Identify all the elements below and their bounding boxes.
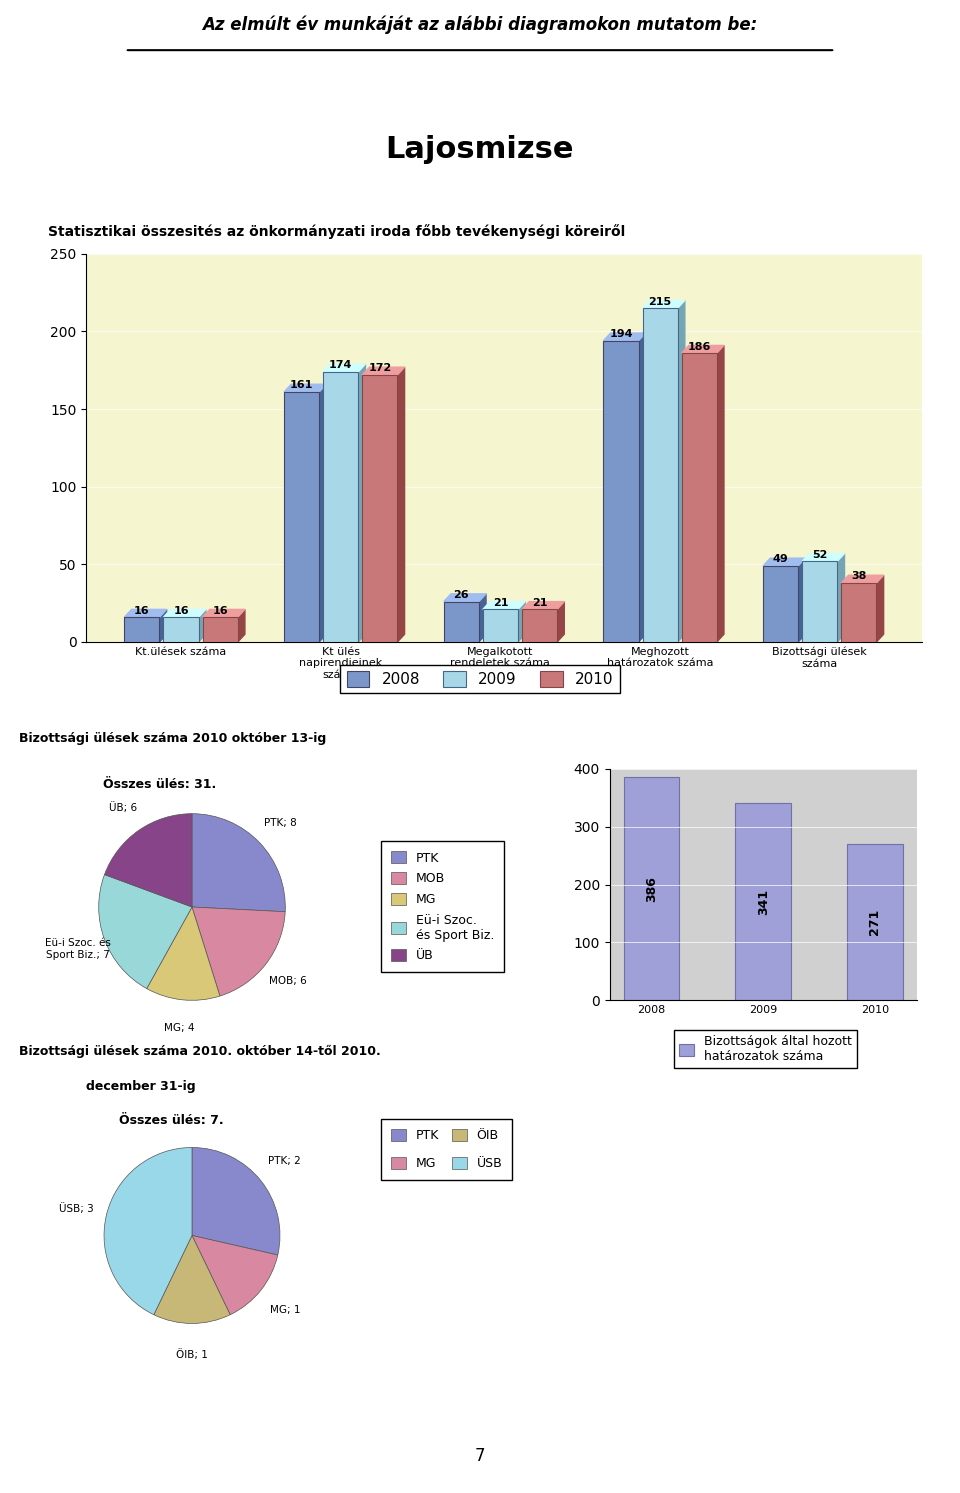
- Polygon shape: [837, 554, 845, 642]
- Text: ÜB; 6: ÜB; 6: [108, 802, 136, 812]
- Polygon shape: [324, 364, 366, 372]
- Text: 271: 271: [869, 909, 881, 935]
- Text: 186: 186: [687, 342, 711, 352]
- Wedge shape: [192, 814, 285, 912]
- Polygon shape: [717, 345, 724, 642]
- Text: 21: 21: [532, 597, 547, 608]
- Text: 16: 16: [173, 606, 189, 615]
- Text: PTK; 8: PTK; 8: [264, 818, 297, 829]
- Text: 174: 174: [329, 360, 352, 370]
- Polygon shape: [319, 384, 326, 642]
- Text: Bizottsági ülések száma 2010 október 13-ig: Bizottsági ülések száma 2010 október 13-…: [19, 732, 326, 745]
- Polygon shape: [557, 602, 564, 642]
- Polygon shape: [518, 602, 525, 642]
- Text: ÖIB; 1: ÖIB; 1: [176, 1348, 208, 1360]
- Polygon shape: [159, 609, 167, 642]
- Polygon shape: [841, 575, 883, 582]
- Polygon shape: [642, 300, 684, 308]
- Text: Lajosmizse: Lajosmizse: [386, 134, 574, 164]
- Text: Összes ülés: 31.: Összes ülés: 31.: [103, 778, 216, 791]
- Bar: [847, 844, 902, 1000]
- Bar: [362, 375, 397, 642]
- Legend: Bizottságok által hozott
határozatok száma: Bizottságok által hozott határozatok szá…: [674, 1030, 857, 1067]
- Wedge shape: [154, 1236, 230, 1323]
- Polygon shape: [125, 609, 167, 617]
- Bar: [163, 617, 199, 642]
- Bar: [735, 803, 791, 1000]
- Polygon shape: [522, 602, 564, 609]
- Bar: [444, 602, 479, 642]
- Polygon shape: [199, 609, 205, 642]
- Text: december 31-ig: december 31-ig: [86, 1079, 196, 1093]
- Bar: [763, 566, 798, 642]
- Polygon shape: [638, 333, 646, 642]
- Text: MG; 1: MG; 1: [270, 1305, 300, 1314]
- Polygon shape: [444, 594, 486, 602]
- Text: Összes ülés: 7.: Összes ülés: 7.: [119, 1114, 224, 1127]
- Legend: PTK, MG, ÖIB, ÜSB: PTK, MG, ÖIB, ÜSB: [381, 1118, 513, 1179]
- Polygon shape: [798, 558, 805, 642]
- Text: Bizottsági ülések száma 2010. október 14-től 2010.: Bizottsági ülések száma 2010. október 14…: [19, 1045, 381, 1059]
- Polygon shape: [803, 554, 845, 561]
- Text: 194: 194: [610, 330, 633, 339]
- Polygon shape: [163, 609, 205, 617]
- Bar: [624, 776, 680, 1000]
- Wedge shape: [192, 1236, 277, 1315]
- Text: 16: 16: [134, 606, 150, 615]
- Bar: [604, 340, 638, 642]
- Polygon shape: [397, 367, 404, 642]
- Text: 215: 215: [649, 297, 672, 306]
- Text: 38: 38: [852, 572, 867, 581]
- Bar: [682, 354, 717, 642]
- Bar: [203, 617, 238, 642]
- Polygon shape: [763, 558, 805, 566]
- Bar: [125, 617, 159, 642]
- Polygon shape: [876, 575, 883, 642]
- Text: 52: 52: [812, 549, 828, 560]
- Text: PTK; 2: PTK; 2: [269, 1157, 301, 1166]
- Text: 49: 49: [773, 554, 788, 564]
- Polygon shape: [479, 594, 486, 642]
- Wedge shape: [99, 875, 192, 988]
- Bar: [841, 582, 876, 642]
- Legend: PTK, MOB, MG, Eü-i Szoc.
és Sport Biz., ÜB: PTK, MOB, MG, Eü-i Szoc. és Sport Biz., …: [381, 842, 504, 972]
- Text: 16: 16: [212, 606, 228, 615]
- Text: ÜSB; 3: ÜSB; 3: [59, 1203, 93, 1214]
- Bar: [642, 308, 678, 642]
- Polygon shape: [362, 367, 404, 375]
- Polygon shape: [203, 609, 245, 617]
- Wedge shape: [192, 1148, 280, 1256]
- Polygon shape: [604, 333, 646, 340]
- Wedge shape: [104, 1148, 192, 1315]
- Text: Statisztikai összesités az önkormányzati iroda főbb tevékenységi köreiről: Statisztikai összesités az önkormányzati…: [48, 224, 625, 239]
- Wedge shape: [105, 814, 192, 906]
- Polygon shape: [678, 300, 684, 642]
- Text: 341: 341: [756, 888, 770, 915]
- Text: Eü-i Szoc. és
Sport Biz.; 7: Eü-i Szoc. és Sport Biz.; 7: [45, 938, 111, 960]
- Text: MOB; 6: MOB; 6: [269, 976, 307, 987]
- Wedge shape: [147, 906, 220, 1000]
- Text: 26: 26: [453, 590, 469, 600]
- Polygon shape: [483, 602, 525, 609]
- Legend: 2008, 2009, 2010: 2008, 2009, 2010: [341, 666, 619, 693]
- Text: MG; 4: MG; 4: [164, 1023, 195, 1033]
- Text: Az elmúlt év munkáját az alábbi diagramokon mutatom be:: Az elmúlt év munkáját az alábbi diagramo…: [203, 16, 757, 34]
- Text: 21: 21: [492, 597, 508, 608]
- Polygon shape: [238, 609, 245, 642]
- Bar: [483, 609, 518, 642]
- Polygon shape: [682, 345, 724, 354]
- Text: 7: 7: [475, 1447, 485, 1465]
- Text: 161: 161: [290, 381, 313, 391]
- Bar: [522, 609, 557, 642]
- Bar: [284, 393, 319, 642]
- Polygon shape: [284, 384, 326, 393]
- Bar: [324, 372, 358, 642]
- Bar: [803, 561, 837, 642]
- Text: 172: 172: [369, 363, 392, 373]
- Wedge shape: [192, 906, 285, 996]
- Polygon shape: [358, 364, 366, 642]
- Text: 386: 386: [645, 876, 658, 902]
